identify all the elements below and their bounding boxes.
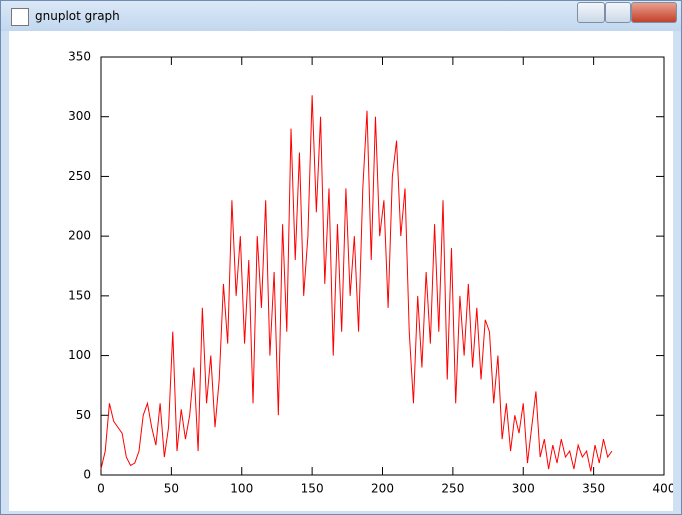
y-tick-label: 50 — [76, 408, 91, 422]
y-tick-label: 100 — [68, 348, 91, 362]
y-tick-label: 350 — [68, 50, 91, 64]
window-title: gnuplot graph — [35, 9, 120, 23]
minimize-button[interactable] — [577, 2, 605, 23]
title-bar: gnuplot graph — [1, 1, 681, 31]
plot-frame — [100, 56, 665, 476]
x-tick-label: 50 — [164, 482, 179, 496]
x-tick-label: 150 — [301, 482, 324, 496]
y-tick-label: 0 — [83, 468, 91, 482]
close-button[interactable] — [631, 2, 677, 23]
chart: 0 50 100 150 200 250 300 350 400 0 50 100 150 200 250 3… — [9, 31, 673, 511]
x-tick-label: 300 — [512, 482, 535, 496]
x-tick-label: 200 — [371, 482, 394, 496]
x-tick-label: 250 — [441, 482, 464, 496]
y-tick-label: 200 — [68, 229, 91, 243]
x-tick-label: 400 — [653, 482, 673, 496]
x-tick-label: 100 — [230, 482, 253, 496]
data-line — [100, 95, 613, 472]
maximize-button[interactable] — [605, 2, 631, 23]
y-tick-label: 250 — [68, 169, 91, 183]
y-tick-label: 150 — [68, 288, 91, 302]
y-tick-label: 300 — [68, 109, 91, 123]
x-tick-label: 350 — [582, 482, 605, 496]
window-icon — [11, 8, 29, 26]
x-tick-label: 0 — [97, 482, 105, 496]
